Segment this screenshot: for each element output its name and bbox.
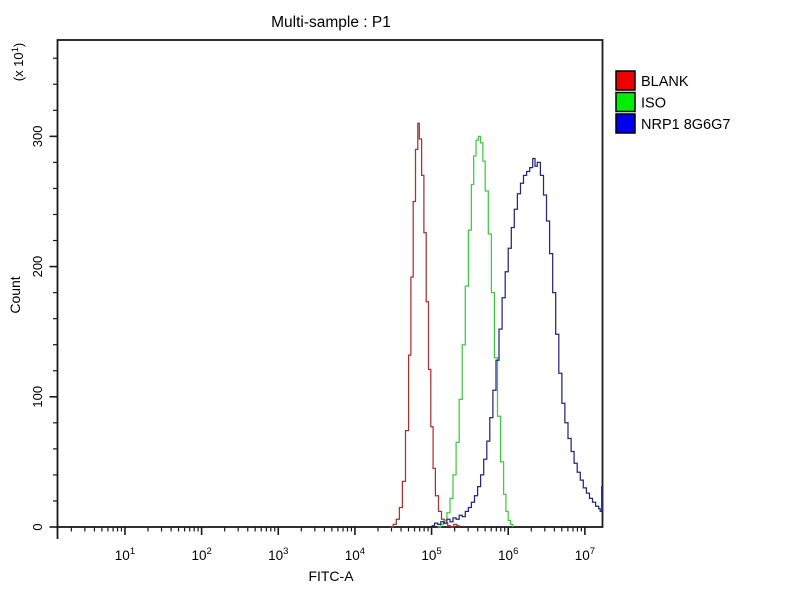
x-tick-label: 102 [191,546,211,563]
plot-frame [56,39,604,528]
legend-swatch-iso [615,91,636,113]
legend-swatch-nrp1-8g6g7 [615,113,636,134]
legend-label-iso: ISO [641,96,666,112]
y-tick-label: 100 [30,386,45,408]
x-tick-label: 101 [115,546,135,563]
y-axis-multiplier: (x 101) [10,43,26,82]
legend-item-iso: ISO [615,91,666,113]
legend-swatch-blank [615,70,636,91]
x-tick-label: 107 [575,546,595,563]
legend-item-blank: BLANK [615,70,689,91]
y-tick-label: 0 [30,523,45,530]
legend: BLANK ISO NRP1 8G6G7 [615,70,730,134]
series-curve-blank [390,122,460,528]
x-tick-label: 104 [345,546,365,563]
x-tick-label: 106 [498,546,518,563]
x-tick-label: 105 [421,546,441,563]
legend-label-nrp1-8g6g7: NRP1 8G6G7 [641,117,730,133]
x-tick-label: 103 [268,546,288,563]
series-curve-nrp1-8g6g7 [431,157,604,527]
chart-title: Multi-sample : P1 [271,14,391,31]
series-curve-iso [437,135,514,528]
histogram-curves [390,122,604,528]
legend-item-nrp1-8g6g7: NRP1 8G6G7 [615,113,730,134]
x-axis-label: FITC-A [308,568,354,584]
x-axis-ticks: 101 102 103 104 105 106 107 [70,527,595,563]
y-tick-label: 300 [30,126,45,148]
y-axis-label: Count [7,276,23,313]
y-axis-ticks: 0 100 200 300 [30,57,58,531]
y-tick-label: 200 [30,256,45,278]
legend-label-blank: BLANK [641,74,689,90]
